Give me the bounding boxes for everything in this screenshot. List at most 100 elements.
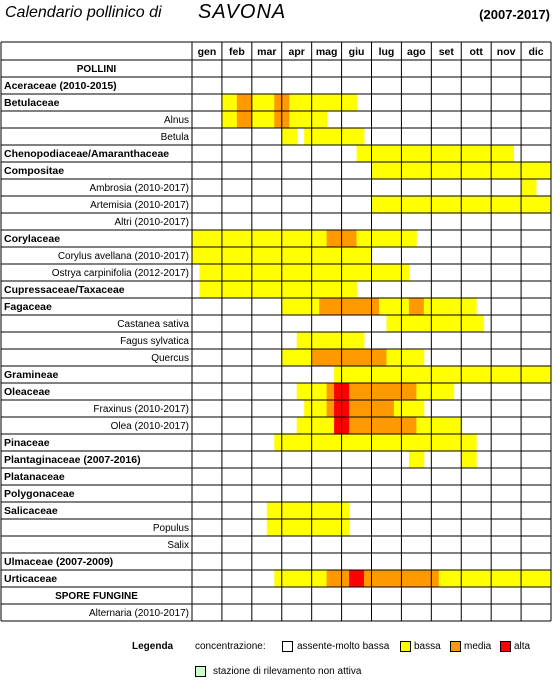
calendar-cell bbox=[393, 400, 402, 417]
calendar-cell bbox=[341, 94, 350, 111]
month-header: ago bbox=[407, 46, 426, 58]
calendar-cell bbox=[408, 366, 417, 383]
calendar-cell bbox=[468, 315, 477, 332]
calendar-cell bbox=[334, 349, 342, 366]
calendar-cell bbox=[453, 315, 462, 332]
calendar-cell bbox=[423, 417, 432, 434]
calendar-cell bbox=[349, 298, 357, 315]
calendar-cell bbox=[334, 383, 342, 400]
taxon-label: Fagus sylvatica bbox=[120, 336, 189, 347]
calendar-cell bbox=[266, 502, 275, 519]
calendar-cell bbox=[192, 230, 200, 247]
calendar-cell bbox=[326, 94, 335, 111]
calendar-cell bbox=[483, 196, 492, 213]
calendar-cell bbox=[371, 400, 380, 417]
calendar-cell bbox=[356, 383, 365, 400]
calendar-cell bbox=[468, 434, 477, 451]
calendar-cell bbox=[446, 162, 455, 179]
legend-none-text: assente-molto bassa bbox=[297, 641, 390, 652]
calendar-cell bbox=[311, 332, 320, 349]
calendar-cell bbox=[281, 349, 290, 366]
calendar-cell bbox=[543, 570, 552, 587]
calendar-cell bbox=[281, 519, 290, 536]
calendar-cell bbox=[274, 230, 283, 247]
calendar-cell bbox=[311, 400, 320, 417]
calendar-cell bbox=[281, 230, 290, 247]
calendar-cell bbox=[236, 94, 245, 111]
calendar-cell bbox=[214, 230, 223, 247]
calendar-cell bbox=[356, 264, 365, 281]
calendar-cell bbox=[311, 502, 320, 519]
calendar-cell bbox=[304, 383, 313, 400]
calendar-cell bbox=[326, 519, 335, 536]
calendar-cell bbox=[266, 111, 275, 128]
calendar-cell bbox=[453, 162, 462, 179]
calendar-cell bbox=[311, 281, 320, 298]
calendar-cell bbox=[386, 366, 395, 383]
calendar-cell bbox=[311, 230, 320, 247]
calendar-cell bbox=[521, 570, 529, 587]
calendar-cell bbox=[513, 162, 522, 179]
calendar-cell bbox=[319, 502, 328, 519]
calendar-cell bbox=[311, 349, 320, 366]
calendar-cell bbox=[416, 349, 425, 366]
calendar-cell bbox=[423, 315, 432, 332]
calendar-cell bbox=[498, 145, 507, 162]
calendar-cell bbox=[199, 281, 208, 298]
calendar-cell bbox=[371, 162, 380, 179]
calendar-cell bbox=[319, 349, 328, 366]
calendar-cell bbox=[461, 434, 470, 451]
legend-label: Legenda bbox=[132, 641, 174, 652]
calendar-cell bbox=[311, 570, 320, 587]
calendar-cell bbox=[371, 366, 380, 383]
calendar-cell bbox=[214, 247, 223, 264]
calendar-cell bbox=[319, 230, 328, 247]
calendar-cell bbox=[378, 366, 387, 383]
calendar-cell bbox=[341, 519, 350, 536]
calendar-cell bbox=[364, 570, 372, 587]
calendar-cell bbox=[274, 264, 283, 281]
calendar-cell bbox=[244, 230, 253, 247]
calendar-cell bbox=[408, 434, 417, 451]
calendar-cell bbox=[393, 349, 402, 366]
calendar-cell bbox=[506, 162, 515, 179]
calendar-cell bbox=[438, 196, 447, 213]
calendar-cell bbox=[304, 519, 313, 536]
calendar-cell bbox=[461, 451, 470, 468]
calendar-cell bbox=[319, 434, 328, 451]
calendar-cell bbox=[349, 417, 357, 434]
calendar-cell bbox=[214, 264, 223, 281]
month-header: gen bbox=[198, 46, 217, 58]
calendar-cell bbox=[393, 230, 402, 247]
calendar-cell bbox=[259, 94, 268, 111]
calendar-cell bbox=[438, 417, 447, 434]
calendar-cell bbox=[304, 400, 313, 417]
calendar-cell bbox=[349, 383, 357, 400]
calendar-cell bbox=[341, 417, 350, 434]
calendar-cell bbox=[199, 264, 208, 281]
calendar-cell bbox=[266, 281, 275, 298]
calendar-cell bbox=[304, 570, 313, 587]
family-label: Chenopodiaceae/Amaranthaceae bbox=[4, 148, 169, 160]
calendar-cell bbox=[416, 434, 425, 451]
calendar-cell bbox=[214, 281, 223, 298]
calendar-cell bbox=[483, 162, 492, 179]
calendar-cell bbox=[304, 417, 313, 434]
calendar-cell bbox=[386, 383, 395, 400]
calendar-cell bbox=[341, 570, 350, 587]
calendar-cell bbox=[289, 128, 298, 145]
calendar-cell bbox=[401, 315, 410, 332]
calendar-cell bbox=[393, 298, 402, 315]
calendar-cell bbox=[289, 434, 298, 451]
family-label: Platanaceae bbox=[4, 471, 65, 483]
calendar-cell bbox=[364, 230, 372, 247]
calendar-cell bbox=[319, 383, 328, 400]
calendar-cell bbox=[521, 196, 529, 213]
calendar-cell bbox=[393, 162, 402, 179]
calendar-cell bbox=[453, 434, 462, 451]
calendar-cell bbox=[498, 196, 507, 213]
calendar-cell bbox=[304, 298, 313, 315]
calendar-cell bbox=[319, 519, 328, 536]
calendar-cell bbox=[304, 111, 313, 128]
calendar-cell bbox=[281, 502, 290, 519]
